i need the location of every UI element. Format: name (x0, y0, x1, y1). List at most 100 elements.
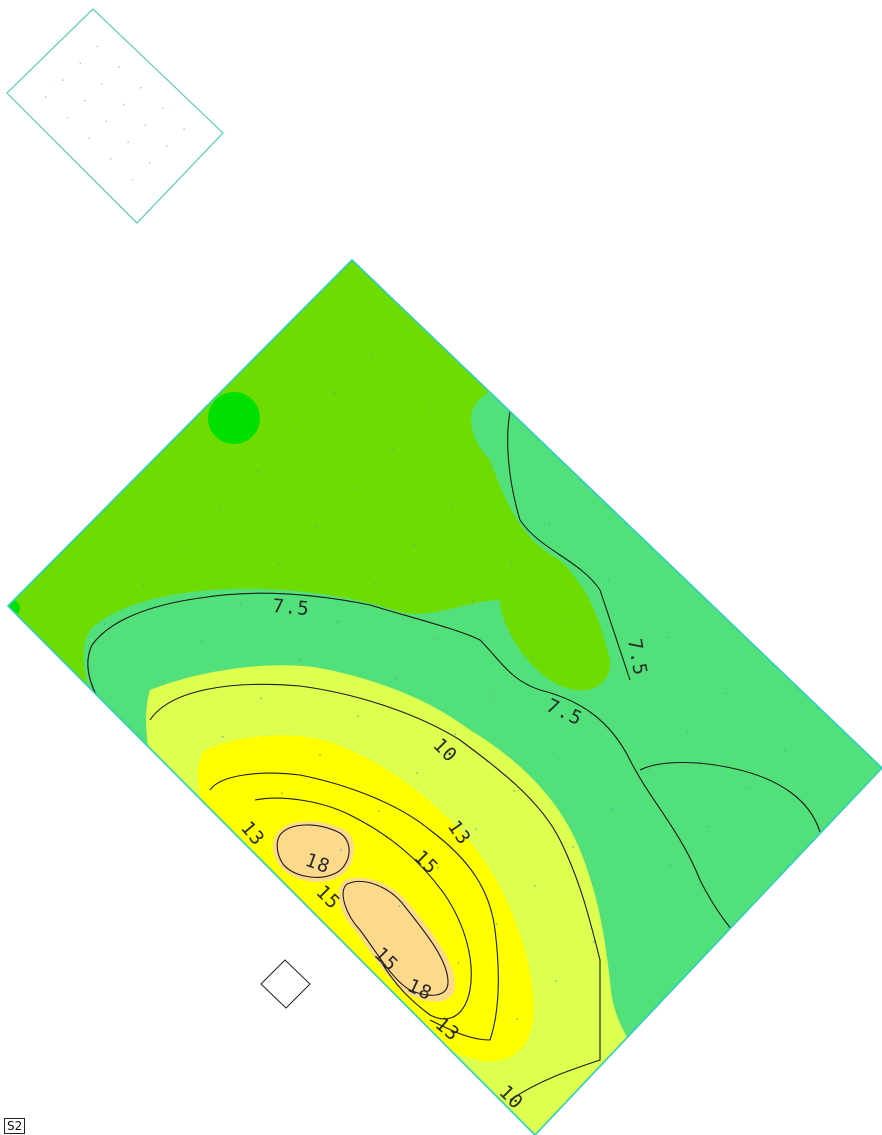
grid-point (592, 941, 595, 944)
grid-point (513, 789, 516, 792)
grid-point (783, 749, 786, 751)
grid-point (218, 507, 221, 510)
grid-point (510, 561, 513, 564)
grid-point (436, 866, 439, 869)
grid-point (319, 753, 321, 756)
contour-line-13 (209, 772, 499, 1041)
grid-point (471, 600, 474, 603)
grid-point (398, 905, 401, 908)
grid-point (572, 846, 575, 849)
contour-line-10 (149, 683, 601, 1101)
contour-line-7-5-main (199, 592, 761, 961)
key-grid-point (144, 124, 147, 127)
grid-point (180, 546, 183, 549)
grid-point (142, 584, 145, 587)
grid-point (607, 579, 610, 582)
grid-point (454, 733, 457, 736)
contour-line-15 (254, 797, 472, 1020)
grid-point (554, 979, 557, 982)
column-outline (260, 959, 311, 1009)
grid-point (492, 695, 495, 697)
grid-point (104, 623, 107, 625)
key-grid-point (62, 79, 64, 81)
contour-label-7-5-a: 7.5 (272, 595, 311, 620)
grid-point (666, 636, 669, 639)
grid-point (354, 487, 357, 490)
grid-point (451, 505, 454, 508)
grid-point (339, 848, 342, 851)
grid-point (725, 692, 727, 695)
key-grid-point (101, 83, 103, 85)
key-grid-point (110, 158, 112, 160)
key-grid-point (96, 45, 99, 48)
contour-line-18-b (342, 880, 449, 996)
key-grid-point (122, 103, 125, 106)
grid-point (377, 810, 380, 813)
grid-point (221, 735, 224, 738)
grid-point (336, 620, 339, 623)
grid-point (257, 469, 259, 472)
spot-edge-green (8, 600, 20, 616)
band-18-b (338, 877, 455, 1002)
grid-point (669, 864, 672, 867)
grid-point (298, 659, 301, 661)
key-grid-point (118, 66, 120, 68)
grid-point (333, 392, 336, 395)
key-grid-point (45, 96, 47, 98)
grid-point (163, 679, 165, 682)
grid-point (475, 828, 477, 831)
key-grid-point (83, 99, 86, 102)
grid-point (277, 564, 280, 567)
key-grid-point (66, 116, 69, 119)
grid-point (295, 430, 298, 433)
grid-point (395, 677, 398, 679)
grid-point (516, 1018, 519, 1021)
grid-point (530, 656, 533, 659)
key-grid-point (88, 137, 90, 139)
grid-point (239, 602, 242, 605)
sheet-tag: S2 (4, 1118, 26, 1134)
grid-point (648, 769, 651, 772)
key-grid-point (148, 161, 151, 164)
grid-point (627, 674, 630, 677)
spot-high-green (208, 392, 260, 444)
grid-point (610, 807, 613, 810)
key-grid-point (127, 141, 129, 143)
grid-point (315, 525, 318, 528)
grid-point (457, 961, 460, 964)
band-18-a (272, 821, 355, 882)
slab-outline (6, 258, 882, 1135)
key-grid-point (131, 178, 134, 181)
grid-point (533, 884, 536, 887)
grid-point (686, 731, 689, 733)
grid-point (280, 792, 283, 795)
slab-grid-points (104, 353, 786, 1021)
grid-point (357, 715, 360, 718)
key-grid-point (166, 145, 168, 147)
grid-point (569, 618, 571, 621)
grid-point (392, 448, 395, 451)
grid-point (489, 466, 492, 469)
grid-point (631, 902, 633, 905)
grid-point (260, 697, 263, 700)
key-grid-point (105, 120, 108, 123)
grid-point (548, 523, 551, 526)
grid-point (374, 582, 377, 585)
grid-point (707, 825, 710, 828)
contour-line-7-5-right-lower (639, 762, 821, 833)
grid-point (589, 713, 592, 715)
grid-point (430, 410, 433, 413)
slab-contours (8, 260, 882, 1135)
grid-point (433, 638, 436, 641)
key-grid-point (161, 107, 164, 110)
key-grid-point (140, 87, 142, 89)
key-grid-point (79, 62, 82, 65)
key-grid-point (183, 128, 185, 130)
grid-point (416, 771, 419, 774)
grid-point (495, 923, 498, 926)
grid-point (371, 353, 374, 356)
grid-point (413, 543, 415, 546)
contour-line-7-5-right (507, 411, 631, 681)
key-plan-outline (6, 8, 224, 224)
